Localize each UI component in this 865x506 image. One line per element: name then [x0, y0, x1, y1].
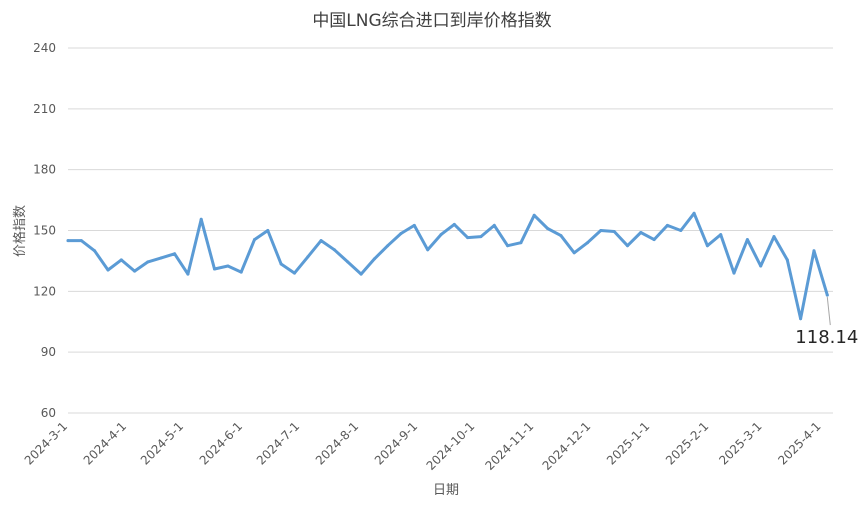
- data-point: [119, 258, 123, 262]
- y-tick-label: 60: [41, 406, 56, 420]
- data-point: [546, 227, 550, 230]
- data-point: [346, 260, 350, 264]
- y-tick-label: 120: [33, 284, 56, 298]
- data-point: [146, 260, 150, 264]
- y-tick-label: 150: [33, 224, 56, 238]
- data-point: [652, 238, 656, 242]
- data-point: [572, 251, 576, 255]
- data-point: [332, 248, 336, 252]
- data-point: [199, 217, 203, 221]
- data-point: [173, 252, 177, 256]
- chart-title: 中国LNG综合进口到岸价格指数: [312, 11, 551, 31]
- data-point: [279, 262, 283, 266]
- data-point: [639, 231, 643, 234]
- data-point: [799, 317, 803, 321]
- data-point: [665, 223, 669, 227]
- data-point: [612, 230, 616, 233]
- data-point: [226, 264, 230, 268]
- x-tick-label: 2024-11-1: [483, 419, 537, 473]
- data-point: [772, 235, 776, 239]
- x-tick-label: 2025-1-1: [604, 419, 652, 467]
- y-axis-tick-labels: 60 90 120 150 180 210 240: [33, 41, 56, 420]
- data-point: [186, 272, 190, 276]
- x-axis-label: 日期: [433, 483, 459, 498]
- data-point: [732, 271, 736, 275]
- data-point: [599, 229, 603, 232]
- x-tick-label: 2024-12-1: [540, 419, 594, 473]
- data-point: [692, 211, 696, 215]
- data-point: [213, 267, 216, 271]
- x-tick-label: 2024-7-1: [254, 419, 302, 467]
- series-layer: [66, 211, 829, 321]
- data-point: [519, 241, 523, 245]
- data-point: [253, 238, 256, 242]
- data-point: [426, 248, 430, 252]
- x-tick-label: 2024-9-1: [372, 419, 420, 467]
- data-point: [759, 264, 763, 268]
- x-tick-label: 2024-3-1: [22, 419, 70, 467]
- gridlines: [68, 47, 833, 414]
- y-axis-label: 价格指数: [12, 205, 28, 257]
- data-label-leader: [826, 297, 831, 326]
- x-tick-label: 2024-5-1: [138, 419, 186, 467]
- data-point: [106, 268, 110, 272]
- data-point: [785, 258, 789, 262]
- data-point: [412, 223, 416, 227]
- series-line: [66, 211, 829, 321]
- data-point: [626, 244, 629, 248]
- y-tick-label: 210: [33, 102, 56, 116]
- data-point: [359, 272, 363, 276]
- y-tick-label: 240: [33, 41, 56, 55]
- data-point: [399, 232, 403, 235]
- data-point: [159, 256, 163, 260]
- data-point: [586, 241, 589, 245]
- data-point: [293, 271, 296, 275]
- annotation-layer: 118.14: [795, 297, 858, 348]
- y-tick-label: 180: [33, 163, 56, 177]
- x-tick-label: 2024-4-1: [81, 419, 129, 467]
- y-tick-label: 90: [41, 345, 56, 359]
- data-point: [319, 239, 323, 243]
- x-tick-label: 2024-10-1: [424, 419, 478, 473]
- x-tick-label: 2024-6-1: [197, 419, 245, 467]
- data-point: [93, 249, 97, 253]
- data-point: [745, 238, 749, 242]
- data-point: [386, 244, 390, 248]
- data-point: [532, 213, 536, 217]
- data-point: [372, 257, 376, 261]
- data-point: [466, 236, 470, 240]
- data-point: [479, 235, 483, 239]
- data-point: [559, 234, 563, 238]
- data-point: [705, 244, 709, 248]
- data-point: [239, 270, 243, 274]
- data-point: [439, 233, 443, 237]
- x-tick-label: 2025-4-1: [775, 419, 823, 467]
- data-point: [719, 233, 723, 237]
- data-point: [452, 222, 456, 226]
- data-point: [825, 293, 829, 297]
- data-point: [266, 229, 270, 232]
- data-label: 118.14: [795, 327, 858, 348]
- data-point: [133, 269, 137, 273]
- data-point: [306, 255, 310, 259]
- data-point: [79, 239, 83, 243]
- x-tick-label: 2024-8-1: [313, 419, 361, 467]
- data-point: [506, 244, 510, 248]
- data-point: [679, 229, 683, 232]
- x-tick-label: 2025-2-1: [663, 419, 711, 467]
- data-point: [812, 249, 816, 253]
- x-axis-tick-labels: 2024-3-1 2024-4-1 2024-5-1 2024-6-1 2024-7-1…: [22, 419, 824, 473]
- data-point: [492, 223, 496, 227]
- x-tick-label: 2025-3-1: [716, 419, 764, 467]
- data-point: [66, 239, 70, 243]
